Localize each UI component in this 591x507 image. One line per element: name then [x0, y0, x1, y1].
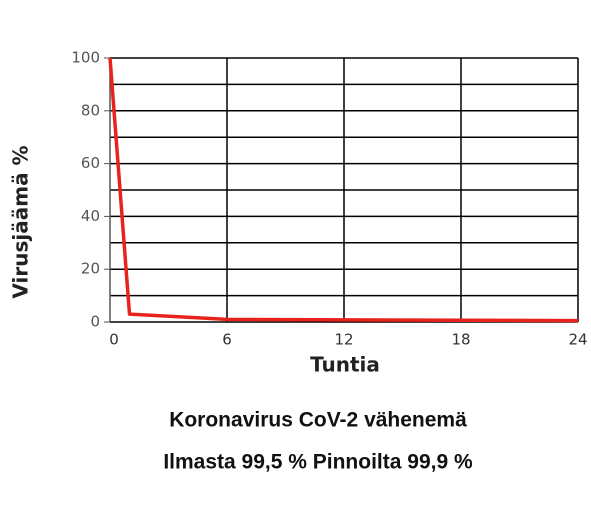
x-tick-label: 6 [222, 331, 232, 349]
x-tick-label: 0 [109, 331, 119, 349]
x-tick-label: 24 [568, 331, 587, 349]
x-axis-label: Tuntia [310, 353, 380, 377]
y-tick-label: 100 [71, 49, 100, 67]
y-tick-label: 20 [81, 260, 100, 278]
x-tick-label: 12 [334, 331, 353, 349]
y-tick-label: 0 [90, 313, 100, 331]
chart-title: Koronavirus CoV-2 vähenemä [169, 409, 467, 432]
y-tick-label: 40 [81, 207, 100, 225]
y-tick-label: 80 [81, 101, 100, 119]
data-line [108, 57, 579, 323]
chart-subtitle: Ilmasta 99,5 % Pinnoilta 99,9 % [163, 451, 473, 474]
x-tick-label: 18 [451, 331, 470, 349]
y-tick-label: 60 [81, 154, 100, 172]
y-axis-label: Virusjäämä % [9, 145, 33, 298]
